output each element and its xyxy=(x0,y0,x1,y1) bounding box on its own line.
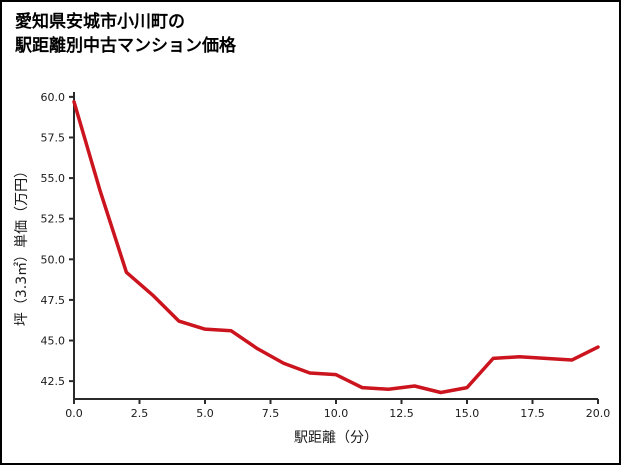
x-tick-label: 10.0 xyxy=(324,407,349,420)
x-axis-label: 駅距離（分） xyxy=(294,429,378,446)
y-tick-label: 50.0 xyxy=(41,253,66,266)
x-tick-label: 0.0 xyxy=(65,407,83,420)
y-axis-label: 坪（3.3㎡）単価（万円） xyxy=(14,164,30,326)
x-axis-ticks: 0.0 2.5 5.0 7.5 10.0 12.5 15.0 17.5 20.0 xyxy=(65,399,610,420)
x-tick-label: 12.5 xyxy=(389,407,414,420)
y-tick-label: 52.5 xyxy=(41,213,66,226)
y-tick-label: 57.5 xyxy=(41,131,66,144)
y-tick-label: 55.0 xyxy=(41,172,66,185)
x-tick-label: 5.0 xyxy=(196,407,214,420)
x-tick-label: 15.0 xyxy=(455,407,480,420)
x-tick-label: 2.5 xyxy=(131,407,149,420)
chart-title-line1: 愛知県安城市小川町の xyxy=(15,12,185,32)
x-tick-label: 17.5 xyxy=(520,407,545,420)
chart-title: 愛知県安城市小川町の 駅距離別中古マンション価格 xyxy=(15,11,236,59)
y-tick-label: 60.0 xyxy=(41,91,66,104)
y-tick-label: 47.5 xyxy=(41,294,66,307)
x-tick-label: 20.0 xyxy=(586,407,611,420)
chart-title-line2: 駅距離別中古マンション価格 xyxy=(15,35,236,56)
price-line-series xyxy=(72,99,600,395)
x-tick-label: 7.5 xyxy=(262,407,280,420)
y-tick-label: 45.0 xyxy=(41,335,66,348)
y-axis-ticks: 42.5 45.0 47.5 50.0 52.5 55.0 57.5 60.0 xyxy=(41,91,74,388)
y-tick-label: 42.5 xyxy=(41,375,66,388)
